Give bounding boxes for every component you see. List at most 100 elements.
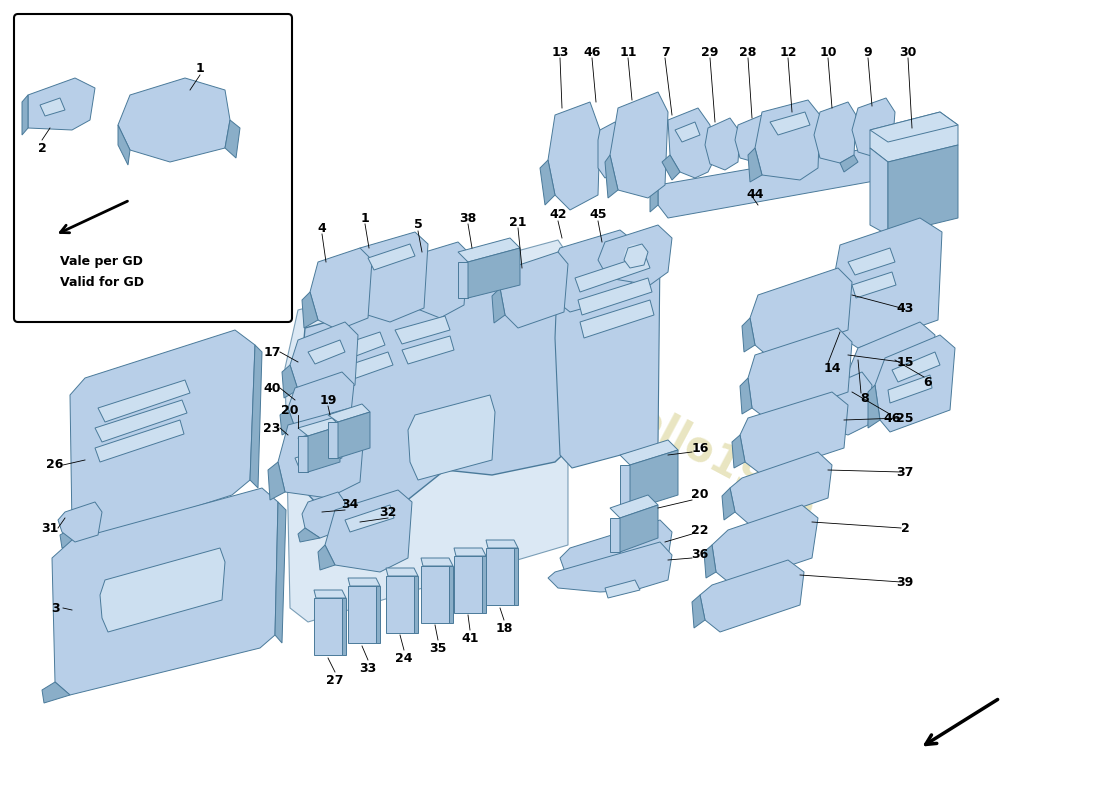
Polygon shape	[624, 244, 648, 268]
Text: 14: 14	[823, 362, 840, 374]
Polygon shape	[298, 425, 346, 450]
Polygon shape	[662, 155, 680, 180]
Polygon shape	[95, 420, 184, 462]
Polygon shape	[540, 272, 556, 308]
Polygon shape	[52, 488, 278, 695]
Text: 32: 32	[379, 506, 397, 518]
Polygon shape	[548, 230, 635, 312]
Polygon shape	[98, 380, 190, 422]
Text: 43: 43	[896, 302, 914, 314]
Polygon shape	[730, 452, 832, 525]
Polygon shape	[408, 242, 468, 318]
Polygon shape	[852, 272, 896, 298]
Text: 21: 21	[509, 215, 527, 229]
Polygon shape	[280, 408, 295, 435]
Polygon shape	[705, 118, 740, 170]
Polygon shape	[421, 558, 453, 566]
Polygon shape	[874, 335, 955, 432]
Polygon shape	[492, 288, 505, 323]
Polygon shape	[888, 145, 958, 235]
Polygon shape	[288, 372, 354, 435]
Polygon shape	[692, 595, 705, 628]
Text: 20: 20	[691, 489, 708, 502]
Text: 22: 22	[691, 523, 708, 537]
Text: 38: 38	[460, 211, 476, 225]
Polygon shape	[605, 580, 640, 598]
Polygon shape	[58, 502, 102, 542]
Polygon shape	[580, 300, 654, 338]
Text: 23: 23	[263, 422, 280, 434]
Text: 15: 15	[896, 355, 914, 369]
Text: 44: 44	[746, 189, 763, 202]
Polygon shape	[348, 578, 380, 586]
Polygon shape	[486, 540, 518, 548]
Polygon shape	[814, 102, 856, 163]
Polygon shape	[308, 340, 345, 364]
Polygon shape	[302, 492, 345, 538]
Text: 16: 16	[691, 442, 708, 454]
Polygon shape	[650, 185, 658, 212]
Polygon shape	[620, 465, 630, 510]
Text: 11: 11	[619, 46, 637, 58]
Polygon shape	[722, 488, 735, 520]
Text: 20: 20	[282, 403, 299, 417]
Polygon shape	[376, 586, 380, 643]
Polygon shape	[290, 322, 358, 398]
Polygon shape	[454, 556, 482, 613]
Text: Valid for GD: Valid for GD	[60, 275, 144, 289]
Polygon shape	[732, 435, 745, 468]
Text: 5: 5	[414, 218, 422, 231]
Polygon shape	[328, 404, 370, 422]
Text: 24: 24	[395, 651, 412, 665]
Polygon shape	[100, 548, 226, 632]
Polygon shape	[458, 262, 468, 298]
Text: 33: 33	[360, 662, 376, 674]
Polygon shape	[735, 115, 772, 163]
Text: 29: 29	[702, 46, 718, 58]
Polygon shape	[605, 155, 618, 198]
Polygon shape	[60, 528, 85, 548]
Polygon shape	[712, 505, 818, 585]
Polygon shape	[468, 248, 520, 298]
Polygon shape	[318, 545, 336, 570]
Polygon shape	[342, 598, 346, 655]
Polygon shape	[832, 218, 942, 348]
Polygon shape	[755, 100, 820, 180]
Polygon shape	[610, 518, 620, 552]
Polygon shape	[278, 408, 365, 498]
Text: Maranello1995: Maranello1995	[496, 330, 824, 530]
Text: 27: 27	[327, 674, 343, 686]
Polygon shape	[630, 450, 678, 510]
Polygon shape	[314, 598, 342, 655]
Polygon shape	[610, 92, 668, 198]
Text: 9: 9	[864, 46, 872, 58]
Text: 41: 41	[461, 631, 478, 645]
Polygon shape	[500, 252, 568, 328]
Polygon shape	[658, 148, 882, 218]
Text: 18: 18	[495, 622, 513, 634]
Polygon shape	[892, 352, 940, 382]
Polygon shape	[548, 542, 672, 592]
Polygon shape	[395, 316, 450, 344]
Polygon shape	[578, 278, 652, 315]
Text: 35: 35	[429, 642, 447, 654]
Polygon shape	[458, 238, 520, 262]
Text: 2: 2	[901, 522, 910, 534]
Polygon shape	[770, 112, 810, 135]
Text: Vale per GD: Vale per GD	[60, 255, 143, 269]
Polygon shape	[345, 505, 394, 532]
Text: 46: 46	[883, 411, 901, 425]
Polygon shape	[268, 462, 285, 500]
FancyBboxPatch shape	[14, 14, 292, 322]
Polygon shape	[421, 566, 449, 623]
Text: 12: 12	[779, 46, 796, 58]
Polygon shape	[700, 560, 804, 632]
Text: 1: 1	[196, 62, 205, 74]
Polygon shape	[704, 545, 716, 578]
Polygon shape	[314, 590, 346, 598]
Polygon shape	[118, 78, 230, 162]
Polygon shape	[414, 576, 418, 633]
Polygon shape	[840, 372, 855, 408]
Text: 34: 34	[341, 498, 359, 511]
Polygon shape	[400, 280, 415, 315]
